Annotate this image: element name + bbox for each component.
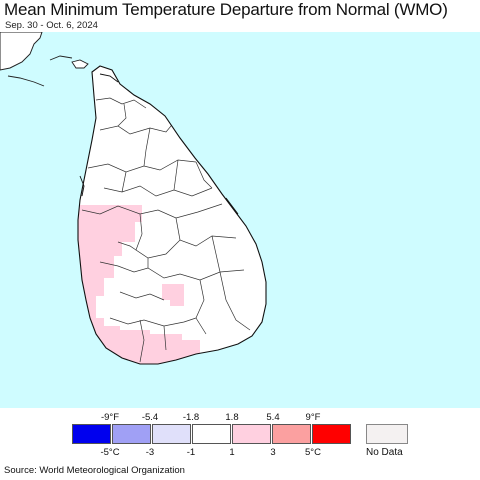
sri-lanka-coastline	[77, 65, 267, 365]
adams-bridge	[7, 55, 73, 87]
legend-f-tick: -1.8	[182, 412, 200, 423]
legend-no-data-swatch	[366, 424, 408, 444]
color-legend: -9°F -5.4 -1.8 1.8 5.4 9°F -5°C -3 -1 1 …	[0, 408, 480, 460]
legend-f-tick: -9°F	[100, 412, 120, 423]
map-title: Mean Minimum Temperature Departure from …	[4, 0, 448, 19]
map-canvas	[0, 32, 480, 408]
sri-lanka-land	[78, 66, 266, 364]
legend-f-tick: 5.4	[266, 412, 280, 423]
legend-c-tick: 5°C	[305, 447, 321, 458]
india-coast	[0, 32, 43, 71]
map-area	[0, 32, 480, 408]
legend-c-tick: 1	[229, 447, 235, 458]
legend-no-data-label: No Data	[366, 447, 403, 458]
anomaly-west-coast	[78, 205, 142, 326]
district-boundaries	[81, 97, 251, 363]
batticaloa-lagoon	[225, 197, 239, 215]
legend-bin-1	[72, 424, 111, 444]
puttalam-lagoon	[79, 175, 85, 197]
legend-bin-7	[312, 424, 351, 444]
legend-c-tick: -5°C	[100, 447, 120, 458]
legend-bin-4	[192, 424, 231, 444]
legend-bin-3	[152, 424, 191, 444]
legend-c-tick: -1	[186, 447, 196, 458]
legend-f-tick: -5.4	[141, 412, 159, 423]
legend-bin-6	[272, 424, 311, 444]
legend-c-tick: -3	[145, 447, 155, 458]
date-range: Sep. 30 - Oct. 6, 2024	[5, 20, 98, 31]
source-credit: Source: World Meteorological Organizatio…	[4, 465, 185, 476]
anomaly-inland	[162, 284, 184, 306]
legend-f-tick: 9°F	[305, 412, 321, 423]
legend-bin-2	[112, 424, 151, 444]
legend-c-tick: 3	[270, 447, 276, 458]
legend-f-tick: 1.8	[225, 412, 239, 423]
jaffna-lagoon	[99, 73, 119, 83]
mannar-island	[71, 59, 89, 69]
legend-bin-5	[232, 424, 271, 444]
